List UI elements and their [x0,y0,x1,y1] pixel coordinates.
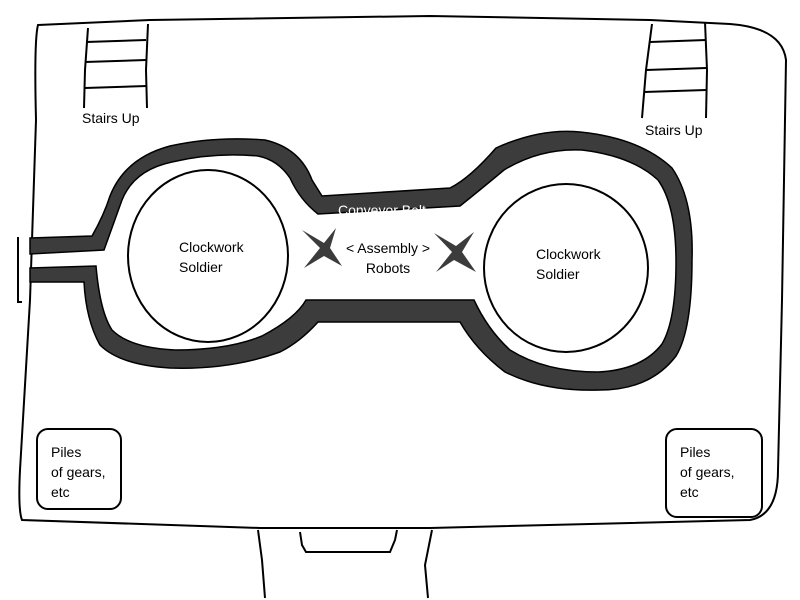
assembly-robots-label: < Assembly > Robots [345,240,431,276]
clockwork-soldier-right-label: Clockwork Soldier [536,246,601,282]
gears-pile-left[interactable]: Piles of gears, etc [36,428,122,510]
clockwork-soldier-left-label: Clockwork Soldier [179,239,244,275]
assembly-robot-icon[interactable] [302,228,342,268]
assembly-robot-icon[interactable] [434,232,476,272]
clockwork-soldier-right[interactable] [483,183,649,353]
conveyor-belt [29,130,693,391]
gears-pile-left-label: Piles of gears, etc [51,444,106,500]
stairs-icon[interactable] [641,21,709,119]
conveyor-belt-label: Conveyor Belt [338,202,426,218]
gears-pile-right[interactable]: Piles of gears, etc [665,428,763,518]
south-corridor [257,529,433,599]
stairs-up-label-left: Stairs Up [82,110,140,126]
room-outline [18,14,788,529]
door[interactable] [17,237,22,303]
gears-pile-right-label: Piles of gears, etc [680,444,735,500]
stairs-up-label-right: Stairs Up [645,122,703,138]
stairs-icon[interactable] [83,23,149,109]
clockwork-soldier-left[interactable] [127,169,289,343]
